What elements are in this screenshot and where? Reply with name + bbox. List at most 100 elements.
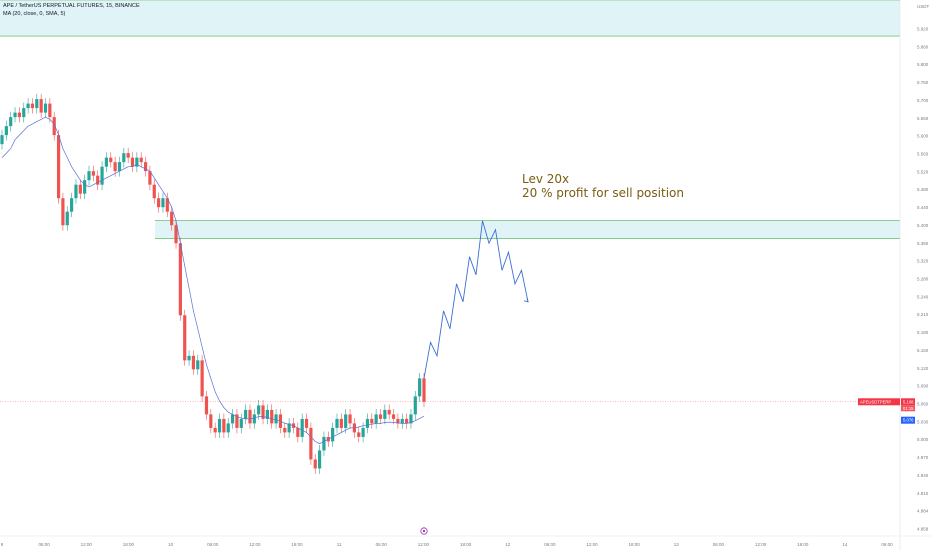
candle-body-33 xyxy=(143,162,148,172)
price-tick-24: 4.970 xyxy=(917,455,929,460)
price-tick-7: 5.560 xyxy=(917,152,929,157)
currency-label: USDT xyxy=(917,4,930,9)
time-tick-3: 18:00 xyxy=(123,542,135,547)
candle-body-6 xyxy=(26,103,30,109)
candle-body-78 xyxy=(339,418,343,428)
candle-body-52 xyxy=(226,423,230,433)
time-tick-7: 18:00 xyxy=(291,542,303,547)
candle-body-83 xyxy=(361,427,365,437)
candle-body-5 xyxy=(22,108,26,118)
price-tick-28: 4.858 xyxy=(917,527,929,532)
event-marker-dot xyxy=(422,529,426,533)
candle-body-68 xyxy=(296,427,300,437)
symbol-tag-label: APEUSDTPERP xyxy=(860,399,891,404)
candle-body-62 xyxy=(270,409,274,424)
candle-body-65 xyxy=(283,427,287,433)
candle-body-91 xyxy=(396,418,400,424)
countdown-tag xyxy=(901,405,915,412)
price-tick-12: 5.360 xyxy=(917,241,929,246)
annotation-leverage: Lev 20x xyxy=(522,172,570,186)
price-tick-27: 4.884 xyxy=(917,509,929,514)
moving-average-line xyxy=(1,116,425,445)
candle-body-43 xyxy=(187,355,191,361)
candle-body-95 xyxy=(413,396,417,415)
candle-body-88 xyxy=(383,409,387,419)
candle-body-90 xyxy=(391,414,396,419)
price-tick-8: 5.520 xyxy=(917,169,929,174)
symbol-title: APE / TetherUS PERPETUAL FUTURES, 15, BI… xyxy=(3,3,140,9)
price-tick-1: 5.860 xyxy=(917,44,929,49)
candle-body-27 xyxy=(117,162,122,172)
candle-body-80 xyxy=(348,414,352,424)
candle-body-8 xyxy=(35,99,39,109)
candle-body-79 xyxy=(344,414,348,428)
candle-body-92 xyxy=(400,418,404,424)
price-tick-11: 5.400 xyxy=(917,223,929,228)
candlesticks xyxy=(0,93,426,474)
time-tick-2: 12:00 xyxy=(81,542,93,547)
candle-body-74 xyxy=(322,436,326,451)
time-tick-13: 06:00 xyxy=(544,542,556,547)
candle-body-73 xyxy=(317,450,322,469)
candle-body-22 xyxy=(96,175,100,185)
time-tick-14: 12:00 xyxy=(586,542,598,547)
price-tick-20: 5.090 xyxy=(917,384,929,389)
candle-body-96 xyxy=(418,378,422,397)
candle-body-45 xyxy=(196,360,200,370)
candle-body-59 xyxy=(257,405,261,415)
time-tick-9: 06:00 xyxy=(376,542,388,547)
candle-body-57 xyxy=(248,409,252,424)
ma-value-tag xyxy=(901,416,915,424)
price-axis: USDT 5.920 5.860 5.800 5.750 5.700 5.650 5.600 5… xyxy=(899,0,930,550)
candle-body-44 xyxy=(191,355,196,370)
candle-body-38 xyxy=(165,198,169,212)
candle-body-60 xyxy=(261,405,265,419)
annotation-profit: 20 % profit for sell position xyxy=(522,186,684,200)
time-tick-17: 06:00 xyxy=(713,542,725,547)
candle-body-1 xyxy=(4,126,8,136)
candle-body-20 xyxy=(87,171,91,181)
candle-body-35 xyxy=(152,184,156,199)
candle-body-53 xyxy=(230,414,235,424)
time-tick-5: 06:00 xyxy=(207,542,219,547)
candle-body-71 xyxy=(309,427,313,460)
candle-body-66 xyxy=(287,423,291,433)
candle-body-21 xyxy=(91,171,95,176)
time-tick-15: 18:00 xyxy=(629,542,641,547)
event-marker xyxy=(420,527,428,535)
candle-body-97 xyxy=(422,378,426,402)
price-tick-23: 5.000 xyxy=(917,437,929,442)
candle-body-94 xyxy=(409,414,413,424)
candle-body-24 xyxy=(104,157,109,167)
price-tick-16: 5.210 xyxy=(917,312,929,317)
candle-body-15 xyxy=(65,211,69,226)
candle-body-82 xyxy=(357,432,361,437)
candle-body-49 xyxy=(213,427,217,433)
price-tick-22: 5.030 xyxy=(917,419,929,424)
candle-body-4 xyxy=(17,112,22,118)
candle-body-0 xyxy=(0,135,4,145)
candle-body-28 xyxy=(122,153,126,163)
candle-body-76 xyxy=(331,427,335,442)
candle-body-9 xyxy=(39,99,43,113)
candle-body-16 xyxy=(70,198,74,212)
candle-body-69 xyxy=(300,418,304,437)
candle-body-50 xyxy=(217,418,222,433)
countdown-value: 01:15 xyxy=(903,406,914,411)
price-tick-26: 4.910 xyxy=(917,491,929,496)
candle-body-26 xyxy=(113,162,117,172)
candle-body-56 xyxy=(244,409,248,419)
price-tick-9: 5.480 xyxy=(917,187,929,192)
indicator-legend: MA (20, close, 0, SMA, 5) xyxy=(3,11,66,17)
candle-body-34 xyxy=(148,171,152,185)
candle-body-47 xyxy=(204,396,209,415)
price-tick-3: 5.750 xyxy=(917,80,929,85)
price-tick-0: 5.920 xyxy=(917,27,929,32)
projection-polyline xyxy=(423,220,529,379)
candle-body-87 xyxy=(378,414,383,419)
price-tick-15: 5.240 xyxy=(917,294,929,299)
price-tick-25: 4.940 xyxy=(917,473,929,478)
last-price-tag xyxy=(901,398,915,406)
candle-body-11 xyxy=(48,103,52,118)
